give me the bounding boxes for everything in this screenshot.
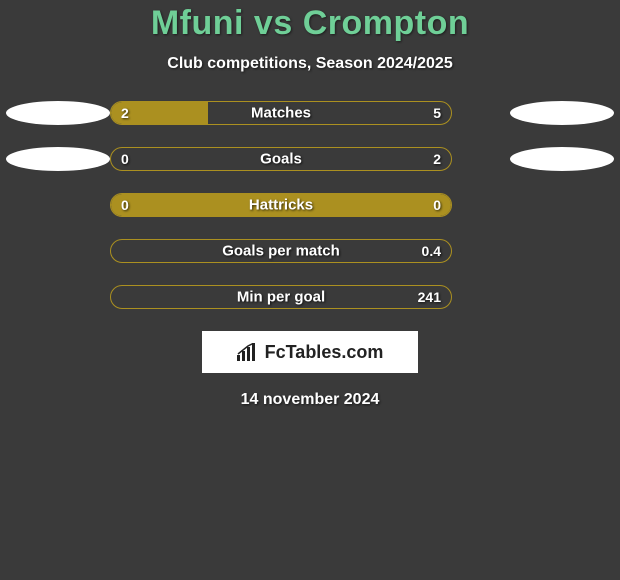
- stat-label: Goals per match: [222, 243, 340, 260]
- stat-row: 0 Goals 2: [0, 147, 620, 171]
- subtitle: Club competitions, Season 2024/2025: [0, 55, 620, 73]
- stat-label: Hattricks: [249, 197, 313, 214]
- stat-left-value: 0: [121, 151, 129, 167]
- player-left-marker: [6, 147, 110, 171]
- stat-right-value: 0.4: [422, 243, 441, 259]
- stat-label: Goals: [260, 151, 302, 168]
- stat-bar: 0 Hattricks 0: [110, 193, 452, 217]
- stat-row: 0 Hattricks 0: [0, 193, 620, 217]
- chart-icon: [237, 343, 259, 361]
- stat-right-value: 2: [433, 151, 441, 167]
- stat-right-value: 241: [418, 289, 441, 305]
- stat-row: 2 Matches 5: [0, 101, 620, 125]
- comparison-card: Mfuni vs Crompton Club competitions, Sea…: [0, 0, 620, 409]
- date-text: 14 november 2024: [0, 391, 620, 409]
- stat-bar: 2 Matches 5: [110, 101, 452, 125]
- stat-right-value: 0: [433, 197, 441, 213]
- brand-text: FcTables.com: [265, 342, 384, 363]
- stat-right-value: 5: [433, 105, 441, 121]
- stat-left-value: 2: [121, 105, 129, 121]
- stat-row: Goals per match 0.4: [0, 239, 620, 263]
- stat-bar: 0 Goals 2: [110, 147, 452, 171]
- stat-bar: Goals per match 0.4: [110, 239, 452, 263]
- stat-row: Min per goal 241: [0, 285, 620, 309]
- stat-bar: Min per goal 241: [110, 285, 452, 309]
- page-title: Mfuni vs Crompton: [0, 4, 620, 43]
- player-left-marker: [6, 101, 110, 125]
- brand-badge[interactable]: FcTables.com: [202, 331, 418, 373]
- stat-left-value: 0: [121, 197, 129, 213]
- stat-label: Min per goal: [237, 289, 325, 306]
- player-right-marker: [510, 101, 614, 125]
- player-right-marker: [510, 147, 614, 171]
- stats-rows: 2 Matches 5 0 Goals 2 0 Hattricks 0 Goals per mat…: [0, 101, 620, 309]
- stat-label: Matches: [251, 105, 311, 122]
